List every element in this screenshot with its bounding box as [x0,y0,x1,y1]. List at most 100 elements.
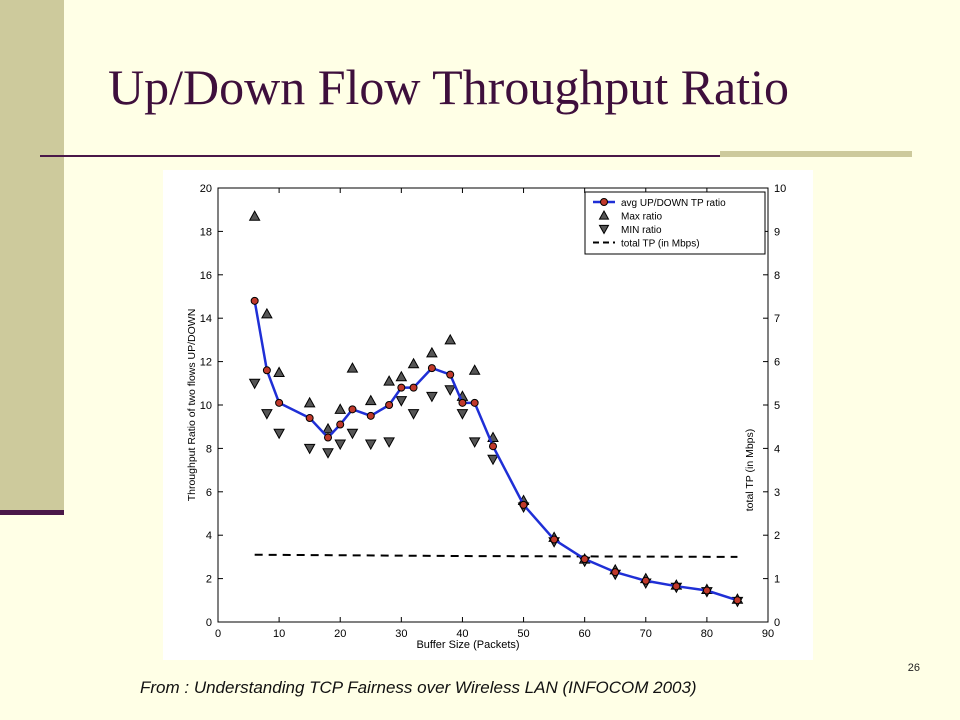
avg-ratio-point [458,398,467,407]
min-ratio-point [303,443,316,455]
max-ratio-point [395,370,408,382]
avg-ratio-point [550,535,559,544]
avg-ratio-point [305,414,314,423]
x-tick-label: 10 [273,628,285,640]
min-ratio-point [334,439,347,451]
y-tick-label: 4 [206,530,212,542]
total-tp-dashed-line [254,553,738,558]
max-ratio-point [444,333,457,345]
y2-tick-label: 8 [774,270,780,282]
avg-ratio-point [275,398,284,407]
x-tick-label: 0 [215,628,221,640]
avg-ratio-line [253,300,738,602]
legend-entry-label: Max ratio [621,212,663,223]
y2-tick-label: 4 [774,443,780,455]
avg-ratio-point [366,411,375,420]
avg-ratio-point [672,582,681,591]
y-tick-label: 2 [206,574,212,586]
x-tick-label: 30 [395,628,407,640]
y-tick-label: 6 [206,487,212,499]
avg-ratio-point [611,568,620,577]
max-ratio-point [407,357,420,369]
y-tick-label: 0 [206,617,212,629]
source-caption: From : Understanding TCP Fairness over W… [140,678,697,697]
y2-tick-label: 3 [774,487,780,499]
y2-axis-ticks: 0 1 2 3 4 5 6 7 8 9 10 [763,183,786,629]
y2-tick-label: 0 [774,617,780,629]
y2-tick-label: 6 [774,357,780,369]
avg-ratio-point [336,420,345,429]
avg-ratio-point [385,401,394,409]
y2-tick-label: 7 [774,313,780,325]
min-ratio-point [487,454,499,466]
min-ratio-point [426,391,438,403]
y2-tick-label: 1 [774,574,780,586]
max-ratio-point [334,403,347,414]
y2-axis-label: total TP (in Mbps) [744,429,756,511]
avg-ratio-point [470,398,479,407]
series-layer [248,210,744,608]
y-tick-label: 20 [200,183,212,195]
avg-ratio-point [427,364,436,373]
y-tick-label: 16 [200,270,212,282]
y-axis-label: Throughput Ratio of two flows UP/DOWN [186,309,198,502]
avg-ratio-point [733,596,742,605]
max-ratio-point [303,396,316,408]
min-ratio-point [407,409,420,420]
y-axis-ticks: 0 2 4 6 8 10 12 14 16 18 20 [200,183,223,629]
avg-ratio-point [262,366,271,375]
max-ratio-point [261,307,273,319]
y-tick-label: 12 [200,357,212,369]
chart-legend: avg UP/DOWN TP ratio Max ratio MIN ratio to… [584,191,766,255]
max-ratio-point [426,346,438,358]
x-tick-label: 70 [640,628,652,640]
max-ratio-point [322,422,334,434]
avg-ratio-point [489,442,497,451]
legend-entry-label: total TP (in Mbps) [621,239,700,250]
x-tick-label: 80 [701,628,713,640]
min-ratio-point [322,448,334,459]
avg-ratio-point [702,586,711,595]
min-ratio-point [346,428,359,440]
y-tick-label: 10 [200,400,212,412]
max-ratio-point [364,394,377,406]
page-number: 26 [907,662,920,674]
y-tick-label: 18 [200,226,212,238]
x-tick-label: 20 [334,628,346,640]
y-tick-label: 14 [200,313,212,325]
avg-ratio-point [519,500,528,509]
min-ratio-point [273,428,285,440]
y-tick-label: 8 [206,443,212,455]
y2-tick-label: 9 [774,226,780,238]
min-ratio-point [261,409,273,420]
y2-tick-label: 5 [774,400,780,412]
x-tick-label: 60 [579,628,591,640]
avg-ratio-point [250,296,259,305]
x-axis-ticks: 0 10 20 30 40 50 60 70 80 90 [215,188,774,640]
min-ratio-point [444,385,457,396]
y2-tick-label: 2 [774,530,780,542]
max-ratio-point [468,364,481,375]
legend-entry-label: MIN ratio [621,225,662,236]
max-ratio-point [248,210,261,221]
min-ratio-point [364,439,377,451]
min-ratio-point [383,437,395,448]
avg-ratio-point [324,433,332,442]
min-ratio-point [456,409,469,420]
x-tick-label: 50 [517,628,529,640]
slide-title: Up/Down Flow Throughput Ratio [108,59,790,115]
x-tick-label: 90 [762,628,774,640]
avg-ratio-point [641,576,650,585]
legend-avg-marker [600,198,608,206]
max-ratio-point [273,366,285,377]
max-ratio-point [383,375,395,386]
title-divider-accent [720,151,912,157]
avg-ratio-point [348,405,357,414]
min-ratio-point [468,437,481,448]
y2-tick-label: 10 [774,183,786,195]
min-ratio-point [248,378,261,390]
max-ratio-point [346,362,359,373]
title-divider [40,155,912,157]
